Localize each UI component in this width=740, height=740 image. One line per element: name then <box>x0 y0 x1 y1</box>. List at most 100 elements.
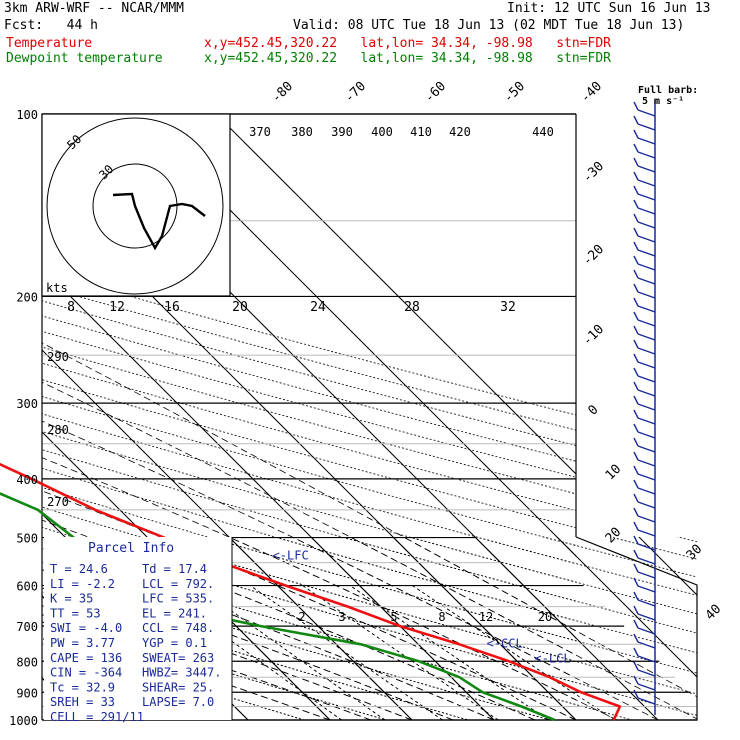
wind-barb-flag <box>633 395 639 405</box>
wind-barb <box>637 165 656 173</box>
parcel-box-background <box>44 537 232 720</box>
wind-barb-flag <box>633 409 639 419</box>
model-title: 3km ARW-WRF -- NCAR/MMM <box>4 1 185 16</box>
wind-barb-flag <box>633 465 639 475</box>
forecast-hour: Fcst: 44 h <box>4 18 98 33</box>
mixing-ratio-line <box>412 585 615 720</box>
isotherm-line <box>215 114 576 475</box>
wind-barb <box>637 193 656 201</box>
pressure-label: 200 <box>16 290 38 304</box>
wind-barb-flag <box>633 423 639 433</box>
temperature-tick-label: 20 <box>603 525 625 547</box>
wind-barb-flag <box>633 563 639 573</box>
wind-barb <box>637 123 656 131</box>
wind-barb <box>637 585 656 593</box>
wind-barb <box>637 683 656 691</box>
wind-barb-flag <box>633 143 639 153</box>
parcel-level-label: <-LCL <box>534 652 570 666</box>
dry-adiabat <box>42 614 388 720</box>
wind-barb <box>637 571 656 579</box>
wind-barb <box>637 291 656 299</box>
wind-barb-flag <box>633 241 639 251</box>
parcel-info-left: CELL = 291/11 <box>50 710 144 724</box>
temperature-tick-label: 40 <box>703 602 725 624</box>
wind-barb <box>637 669 656 677</box>
wind-barb <box>637 235 656 243</box>
parcel-info-left: K = 35 <box>50 592 93 606</box>
wind-barb <box>637 347 656 355</box>
wind-barb <box>637 487 656 495</box>
wind-barb-flag <box>633 675 639 685</box>
wind-barb-flag <box>633 171 639 181</box>
wind-barb-flag <box>633 367 639 377</box>
speed-axis-label: 28 <box>404 300 420 315</box>
pressure-label: 1000 <box>9 714 38 728</box>
init-time: Init: 12 UTC Sun 16 Jun 13 <box>507 1 711 16</box>
wind-barb-flag <box>633 185 639 195</box>
parcel-info-right: Td = 17.4 <box>142 562 207 576</box>
wind-barb <box>637 459 656 467</box>
parcel-info-left: CIN = -364 <box>50 666 122 680</box>
pressure-label: 300 <box>16 397 38 411</box>
isotherm-line <box>146 537 331 720</box>
mixing-ratio-label: 20 <box>538 610 552 624</box>
pressure-label: 100 <box>16 108 38 122</box>
wind-barb-flag <box>633 129 639 139</box>
dewpoint-legend: Dewpoint temperature <box>6 51 163 66</box>
wind-barb <box>637 473 656 481</box>
wind-barb-flag <box>633 227 639 237</box>
wind-barb-flag <box>633 157 639 167</box>
wind-barb-flag <box>633 311 639 321</box>
wind-barb-flag <box>633 255 639 265</box>
full-barb-value: 5 m s⁻¹ <box>642 96 684 107</box>
wind-barb-flag <box>633 479 639 489</box>
wind-barb-flag <box>633 213 639 223</box>
parcel-info-right: YGP = 0.1 <box>142 636 207 650</box>
temperature-tick-label: 0 <box>585 402 601 418</box>
isotherm-line <box>228 537 413 720</box>
pressure-label: 900 <box>16 686 38 700</box>
wind-barb <box>637 627 656 635</box>
pressure-label: 700 <box>16 620 38 634</box>
parcel-info-right: HWBZ= 3447. <box>142 666 221 680</box>
wind-barb-flag <box>633 353 639 363</box>
wind-barb-flag <box>633 199 639 209</box>
speed-axis-label: 8 <box>67 300 75 315</box>
dry-adiabat <box>42 547 634 720</box>
dry-adiabat <box>42 569 552 720</box>
wind-barbs: Full barb:5 m s⁻¹ <box>633 85 698 715</box>
dry-adiabat <box>42 591 470 720</box>
wind-barb <box>637 109 656 117</box>
temperature-tick-label: -80 <box>269 79 296 106</box>
wind-barb <box>637 613 656 621</box>
parcel-info-left: TT = 53 <box>50 606 101 620</box>
mixing-ratio-label: 8 <box>438 610 445 624</box>
wind-barb <box>637 263 656 271</box>
theta-label: 400 <box>371 125 393 139</box>
moist-adiabat <box>291 537 659 720</box>
wind-barb-flag <box>633 647 639 657</box>
parcel-info-left: Tc = 32.9 <box>50 680 115 694</box>
temperature-tick-label: 30 <box>684 542 706 564</box>
hodograph-unit-label: kts <box>46 281 68 295</box>
wind-barb-flag <box>633 689 639 699</box>
wind-barb-flag <box>633 605 639 615</box>
wind-barb <box>637 207 656 215</box>
valid-time: Valid: 08 UTC Tue 18 Jun 13 (02 MDT Tue … <box>293 18 685 33</box>
wind-barb-flag <box>633 297 639 307</box>
temperature-tick-label: 10 <box>603 462 625 484</box>
wind-barb-flag <box>633 591 639 601</box>
wind-barb-flag <box>633 577 639 587</box>
wind-barb <box>637 403 656 411</box>
wind-barb <box>637 319 656 327</box>
theta-label: 290 <box>47 350 69 364</box>
parcel-info-right: LAPSE= 7.0 <box>142 695 214 709</box>
temperature-tick-label: -40 <box>578 79 605 106</box>
temperature-location: x,y=452.45,320.22 lat,lon= 34.34, -98.98… <box>204 36 611 51</box>
wind-barb-flag <box>633 325 639 335</box>
wind-barb-flag <box>633 493 639 503</box>
speed-axis-label: 16 <box>164 300 180 315</box>
parcel-info-right: EL = 241. <box>142 606 207 620</box>
parcel-info-right: SHEAR= 25. <box>142 680 214 694</box>
parcel-info-left: T = 24.6 <box>50 562 108 576</box>
